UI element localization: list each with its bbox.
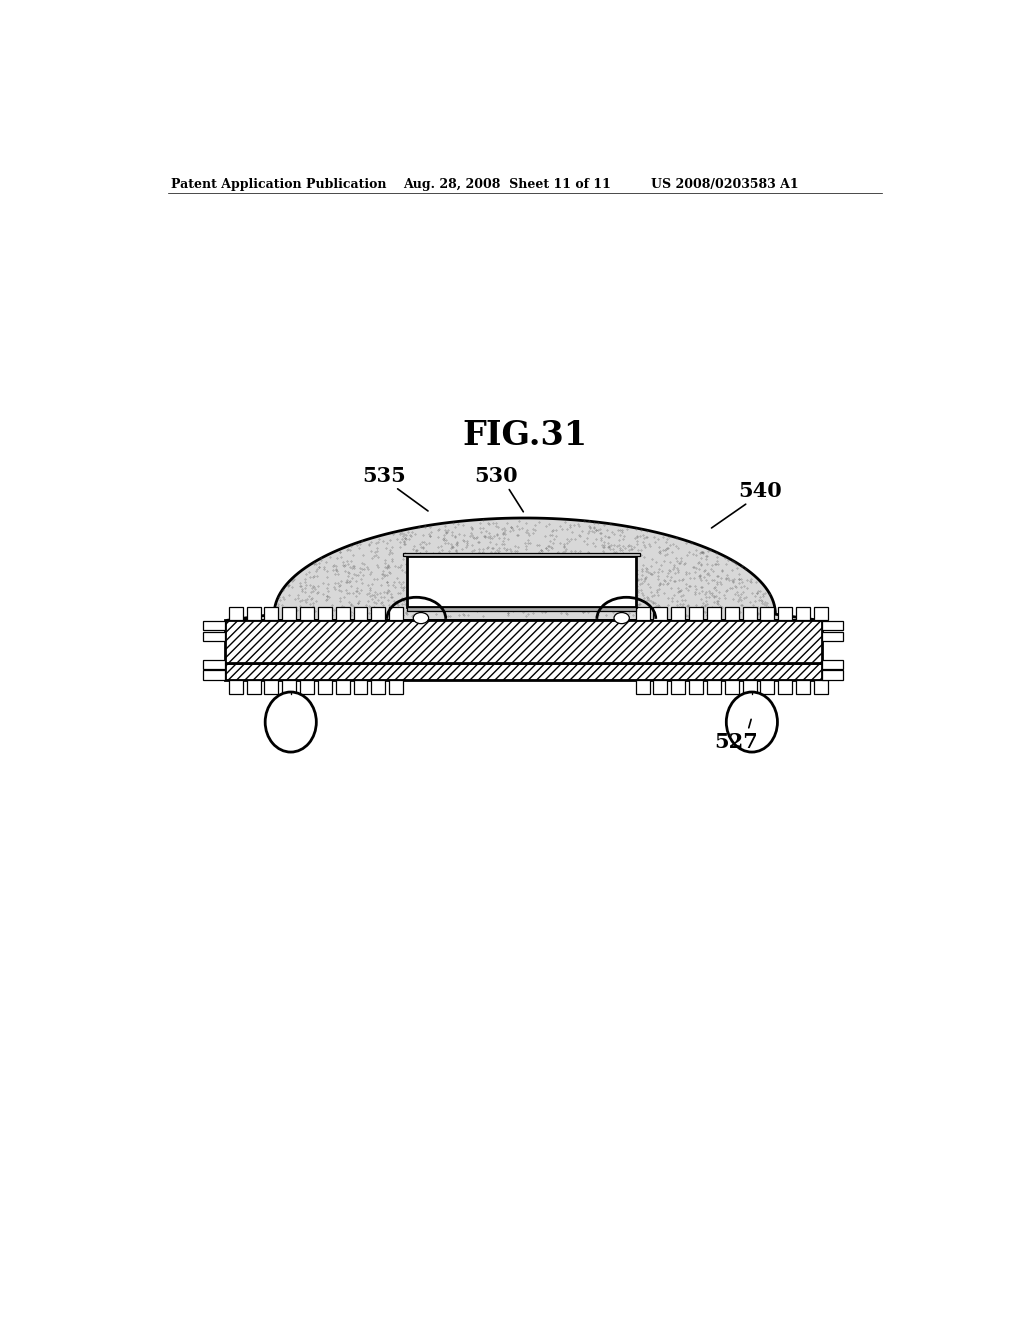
Bar <box>247 680 260 693</box>
Text: Patent Application Publication: Patent Application Publication <box>171 178 386 190</box>
Bar <box>336 680 349 693</box>
Bar <box>283 680 296 693</box>
Bar <box>300 680 314 693</box>
Bar <box>353 607 368 620</box>
Bar <box>247 607 260 620</box>
Bar <box>796 607 810 620</box>
Bar <box>761 680 774 693</box>
Ellipse shape <box>414 612 429 623</box>
Ellipse shape <box>726 692 777 752</box>
Bar <box>389 680 403 693</box>
Bar <box>689 607 703 620</box>
Bar <box>264 607 279 620</box>
Bar <box>353 680 368 693</box>
Bar <box>203 632 225 642</box>
Bar <box>636 680 649 693</box>
Bar <box>689 680 703 693</box>
Bar <box>707 680 721 693</box>
Bar <box>336 607 349 620</box>
Bar <box>225 620 821 663</box>
Bar <box>283 607 296 620</box>
Bar <box>203 671 225 680</box>
Text: 527: 527 <box>715 733 758 752</box>
Bar <box>778 680 793 693</box>
Bar <box>403 553 640 557</box>
Ellipse shape <box>265 692 316 752</box>
Bar <box>653 607 668 620</box>
Bar <box>821 660 844 669</box>
Bar <box>203 660 225 669</box>
Bar <box>725 607 738 620</box>
Bar <box>742 607 757 620</box>
Polygon shape <box>226 517 820 620</box>
Bar <box>407 607 636 611</box>
Bar <box>653 680 668 693</box>
Bar <box>725 680 738 693</box>
Bar <box>317 607 332 620</box>
Bar <box>225 620 821 663</box>
Bar <box>300 607 314 620</box>
Bar <box>821 622 844 631</box>
Bar <box>372 607 385 620</box>
Bar <box>672 680 685 693</box>
Text: US 2008/0203583 A1: US 2008/0203583 A1 <box>651 178 799 190</box>
Text: 540: 540 <box>737 480 781 502</box>
Bar <box>821 632 844 642</box>
Bar <box>796 680 810 693</box>
Bar <box>778 607 793 620</box>
Bar <box>636 607 649 620</box>
Bar <box>317 680 332 693</box>
Ellipse shape <box>614 612 630 623</box>
Bar <box>814 680 827 693</box>
Bar <box>225 663 821 680</box>
Bar <box>761 607 774 620</box>
Bar <box>407 557 636 607</box>
Bar <box>228 607 243 620</box>
Bar <box>264 680 279 693</box>
Bar <box>707 607 721 620</box>
Text: FIG.31: FIG.31 <box>462 420 588 453</box>
Bar <box>372 680 385 693</box>
Bar <box>672 607 685 620</box>
Bar <box>821 671 844 680</box>
Text: 530: 530 <box>474 466 518 486</box>
Text: Aug. 28, 2008  Sheet 11 of 11: Aug. 28, 2008 Sheet 11 of 11 <box>403 178 611 190</box>
Bar <box>814 607 827 620</box>
Bar <box>228 680 243 693</box>
Bar <box>203 622 225 631</box>
Bar <box>225 663 821 680</box>
Bar <box>389 607 403 620</box>
Text: 535: 535 <box>361 466 406 486</box>
Bar <box>742 680 757 693</box>
